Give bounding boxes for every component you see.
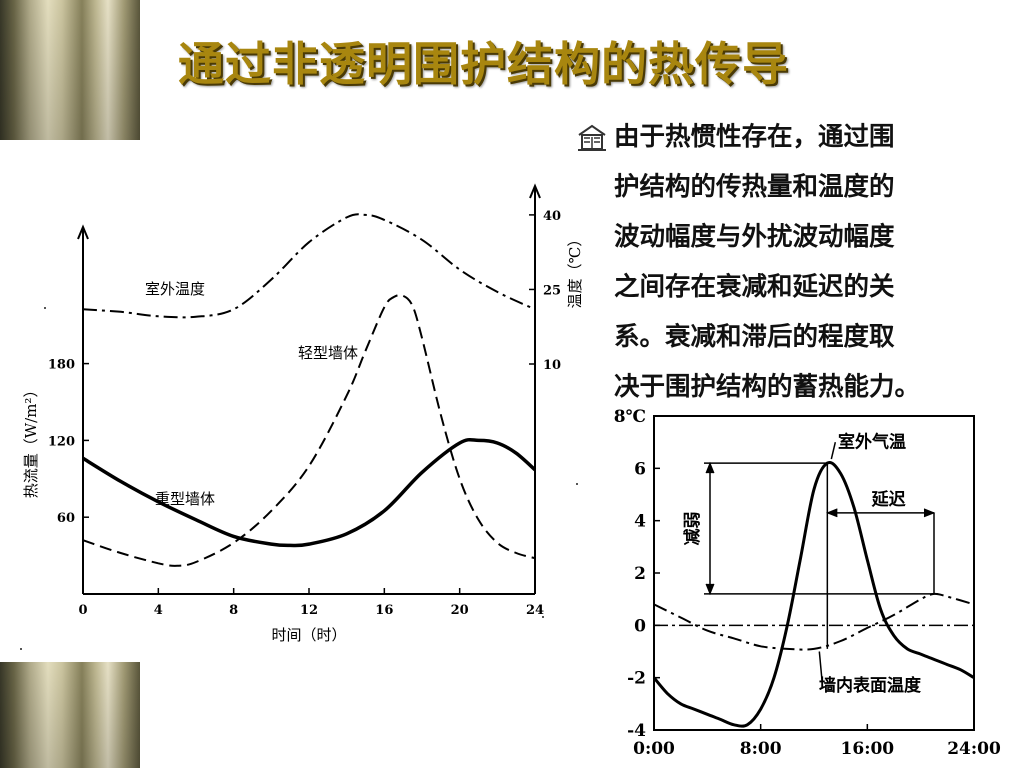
y-tick-label: 6 [634, 459, 646, 479]
paragraph-line: 之间存在衰减和延迟的关 [614, 272, 895, 302]
annotation-delay: 延迟 [871, 489, 906, 510]
y-tick-label: 120 [48, 434, 75, 449]
arrow-left-icon [825, 508, 838, 518]
x-tick-label: 8 [229, 603, 238, 618]
annotation-heavy-wall: 重型墙体 [155, 490, 215, 508]
book-house-bullet-icon [578, 124, 606, 151]
arrow-up-icon [705, 461, 715, 474]
paragraph-line: 护结构的传热量和温度的 [614, 172, 895, 202]
paragraph-line: 系。衰减和滞后的程度取 [614, 322, 895, 352]
x-tick-label: 24 [526, 603, 544, 618]
series-line-重型墙体 [82, 437, 537, 548]
paragraph-line: 由于热惯性存在，通过围 [614, 122, 895, 152]
y-tick-label: -2 [627, 669, 646, 689]
arrow-right-icon [923, 508, 936, 518]
pillar-shade-top [0, 0, 140, 140]
y2-tick-label: 40 [543, 209, 561, 224]
speck [44, 307, 46, 309]
annotation-inner-surface-temp: 墙内表面温度 [819, 675, 922, 696]
y-axis-label: 热流量（W/m²） [22, 383, 40, 499]
y-tick-label: 60 [57, 511, 75, 526]
speck [542, 616, 544, 618]
temperature-attenuation-chart: -4 -2 0 2 4 6 8℃ 0:00 8:00 16:00 24:00 室外气温延迟减弱墙内表面… [614, 407, 1001, 759]
slide-title: 通过非透明围护结构的热传导 [178, 37, 789, 91]
y-axis-arrow-icon [77, 224, 89, 240]
annotation-attenuation: 减弱 [682, 512, 703, 546]
paragraph-line: 决于围护结构的蓄热能力。 [614, 372, 921, 402]
arrow-down-icon [705, 583, 715, 596]
pillar-shade-bottom [0, 662, 140, 768]
x-axis-label: 时间（时） [271, 626, 346, 644]
series-line-室外温度 [82, 213, 536, 319]
y2-tick-label: 25 [543, 283, 561, 298]
leader-inner-surface-temp [818, 651, 823, 681]
x-tick-label: 4 [154, 603, 163, 618]
y-tick-label: 8℃ [614, 407, 646, 427]
annotation-outdoor-temp: 室外温度 [145, 280, 205, 298]
series-line-inner-surface-temp [653, 592, 975, 651]
y-tick-label: 4 [634, 512, 646, 532]
decorative-pillar-bottom [0, 662, 140, 768]
series-line-outdoor-temp [652, 461, 975, 728]
x-tick-label: 20 [451, 603, 469, 618]
x-tick-label: 0:00 [633, 739, 675, 759]
speck [20, 648, 22, 650]
y2-axis-label: 温度（℃） [566, 232, 584, 309]
annotation-light-wall: 轻型墙体 [298, 344, 358, 362]
paragraph-line: 波动幅度与外扰波动幅度 [614, 222, 895, 252]
x-tick-label: 8:00 [740, 739, 782, 759]
heat-flow-chart: 0 4 8 12 16 20 24 60 120 180 10 25 40 时间（时） 热流量（W/m²） 温… [22, 183, 584, 644]
x-tick-label: 16:00 [841, 739, 895, 759]
decorative-pillar-top [0, 0, 140, 140]
x-tick-label: 24:00 [947, 739, 1001, 759]
y2-tick-label: 10 [543, 358, 561, 373]
speck [576, 483, 578, 485]
y2-axis-arrow-icon [529, 183, 541, 199]
x-tick-label: 12 [300, 603, 318, 618]
y-tick-label: -4 [627, 721, 646, 741]
y-tick-label: 2 [634, 564, 646, 584]
x-tick-label: 0 [78, 603, 87, 618]
leader-outdoor-temp [830, 441, 837, 460]
x-tick-label: 16 [375, 603, 393, 618]
y-tick-label: 0 [634, 616, 646, 636]
annotation-outdoor-temp: 室外气温 [838, 431, 906, 452]
y-tick-label: 180 [48, 358, 75, 373]
description-paragraph: 由于热惯性存在，通过围 护结构的传热量和温度的 波动幅度与外扰波动幅度 之间存在… [614, 112, 1014, 412]
series-line-轻型墙体 [82, 294, 536, 567]
